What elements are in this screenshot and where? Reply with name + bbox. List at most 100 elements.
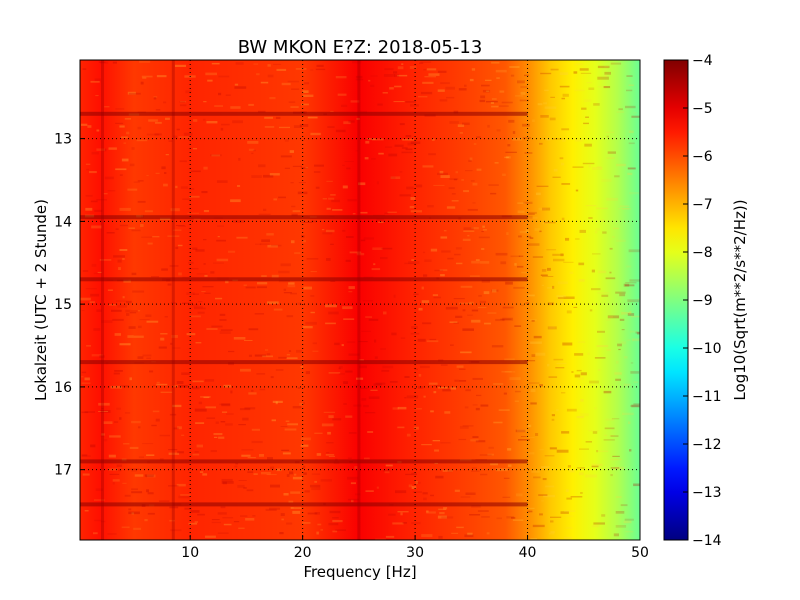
spectrogram-texture-cell — [523, 201, 533, 204]
spectrogram-texture-cell — [385, 464, 393, 467]
spectrogram-texture-cell — [442, 470, 453, 472]
spectrogram-texture-cell — [330, 110, 334, 112]
spectrogram-texture-cell — [549, 326, 555, 330]
spectrogram-texture-cell — [615, 525, 627, 528]
spectrogram-texture-cell — [473, 143, 477, 145]
spectrogram-texture-cell — [521, 271, 530, 274]
spectrogram-texture-cell — [326, 207, 331, 210]
spectrogram-texture-cell — [430, 248, 438, 252]
spectrogram-texture-cell — [85, 194, 93, 197]
spectrogram-texture-cell — [626, 75, 633, 77]
spectrogram-texture-cell — [439, 269, 448, 272]
spectrogram-texture-cell — [402, 522, 407, 524]
spectrogram-texture-cell — [217, 532, 229, 534]
spectrogram-texture-cell — [81, 376, 84, 378]
spectrogram-texture-cell — [629, 192, 640, 195]
spectrogram-texture-cell — [364, 157, 369, 160]
spectrogram-texture-cell — [290, 507, 302, 509]
spectrogram-texture-cell — [458, 88, 467, 91]
spectrogram-texture-cell — [630, 371, 640, 374]
spectrogram-texture-cell — [428, 153, 436, 156]
spectrogram-texture-cell — [302, 522, 311, 524]
spectrogram-texture-cell — [454, 489, 460, 492]
spectrogram-texture-cell — [146, 454, 155, 456]
spectrogram-texture-cell — [96, 199, 107, 201]
spectrogram-texture-cell — [254, 354, 266, 357]
spectrogram-texture-cell — [616, 163, 626, 167]
spectrogram-texture-cell — [597, 270, 607, 274]
spectrogram-texture-cell — [575, 238, 580, 240]
spectrogram-texture-cell — [579, 472, 584, 476]
spectrogram-texture-cell — [628, 130, 634, 134]
spectrogram-texture-cell — [480, 95, 486, 99]
spectrogram-texture-cell — [176, 381, 184, 384]
spectrogram-texture-cell — [405, 135, 412, 138]
spectrogram-texture-cell — [288, 101, 296, 103]
spectrogram-texture-cell — [160, 337, 165, 341]
spectrogram-texture-cell — [450, 344, 454, 346]
spectrogram-texture-cell — [82, 68, 87, 70]
spectrogram-texture-cell — [447, 257, 454, 260]
spectrogram-texture-cell — [385, 535, 395, 538]
spectrogram-texture-cell — [406, 395, 419, 399]
spectrogram-texture-cell — [507, 144, 511, 147]
spectrogram-texture-cell — [182, 302, 193, 304]
spectrogram-texture-cell — [467, 234, 470, 237]
spectrogram-texture-cell — [211, 62, 220, 65]
spectrogram-texture-cell — [472, 377, 483, 380]
spectrogram-texture-cell — [581, 107, 587, 110]
spectrogram-texture-cell — [124, 412, 131, 414]
spectrogram-texture-cell — [619, 293, 626, 297]
spectrogram-texture-cell — [518, 255, 524, 257]
spectrogram-texture-cell — [190, 510, 200, 513]
spectrogram-texture-cell — [620, 341, 627, 345]
spectrogram-texture-cell — [522, 123, 530, 127]
spectrogram-texture-cell — [273, 63, 282, 65]
spectrogram-texture-cell — [138, 456, 144, 459]
spectrogram-texture-cell — [315, 68, 326, 71]
spectrogram-texture-cell — [294, 473, 297, 476]
spectrogram-texture-cell — [263, 174, 274, 178]
spectrogram-texture-cell — [622, 412, 634, 416]
spectrogram-texture-cell — [301, 437, 311, 441]
spectrogram-texture-cell — [183, 132, 193, 136]
spectrogram-texture-cell — [275, 116, 281, 119]
spectrogram-texture-cell — [428, 382, 438, 385]
spectrogram-texture-cell — [580, 413, 589, 417]
spectrogram-texture-cell — [535, 433, 539, 436]
spectrogram-texture-cell — [584, 143, 592, 147]
spectrogram-texture-cell — [529, 319, 537, 321]
spectrogram-texture-cell — [400, 337, 406, 339]
spectrogram-texture-cell — [158, 346, 167, 349]
spectrogram-texture-cell — [265, 349, 269, 351]
spectrogram-texture-cell — [100, 61, 109, 64]
spectrogram-texture-cell — [509, 377, 521, 381]
spectrogram-texture-cell — [138, 325, 142, 329]
spectrogram-texture-cell — [524, 360, 536, 362]
spectrogram-texture-cell — [81, 455, 91, 457]
spectrogram-texture-cell — [131, 420, 141, 424]
spectrogram-texture-cell — [292, 210, 301, 213]
spectrogram-texture-cell — [258, 110, 266, 113]
spectrogram-texture-cell — [203, 396, 210, 399]
spectrogram-texture-cell — [482, 225, 485, 228]
spectrogram-texture-cell — [330, 194, 336, 196]
spectrogram-texture-cell — [561, 128, 570, 131]
spectrogram-texture-cell — [527, 424, 532, 428]
spectrogram-texture-cell — [117, 259, 122, 263]
spectrogram-texture-cell — [627, 313, 635, 316]
spectrogram-texture-cell — [414, 368, 418, 370]
spectrogram-texture-cell — [90, 80, 100, 83]
spectrogram-texture-cell — [328, 415, 334, 419]
spectrogram-texture-cell — [550, 96, 555, 98]
spectrogram-texture-cell — [206, 328, 218, 330]
spectrogram-texture-cell — [445, 86, 455, 90]
spectrogram-texture-cell — [502, 173, 506, 176]
spectrogram-texture-cell — [197, 311, 205, 314]
spectrogram-texture-cell — [189, 188, 195, 190]
spectrogram-texture-cell — [204, 292, 211, 294]
spectrogram-texture-cell — [230, 106, 241, 109]
spectrogram-texture-cell — [536, 185, 549, 187]
spectrogram-texture-cell — [361, 330, 371, 332]
spectrogram-texture-cell — [382, 92, 388, 94]
